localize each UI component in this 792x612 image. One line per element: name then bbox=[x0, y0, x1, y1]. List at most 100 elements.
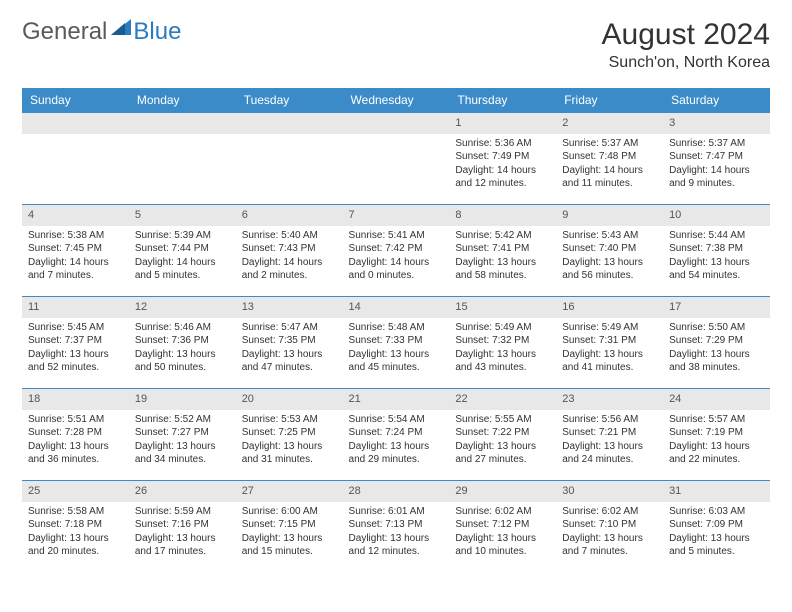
sunrise-text: Sunrise: 5:49 AM bbox=[562, 321, 657, 335]
calendar-day-cell: 11Sunrise: 5:45 AMSunset: 7:37 PMDayligh… bbox=[22, 297, 129, 389]
sunset-text: Sunset: 7:36 PM bbox=[135, 334, 230, 348]
day-details: Sunrise: 6:00 AMSunset: 7:15 PMDaylight:… bbox=[236, 502, 343, 562]
day-number bbox=[343, 113, 450, 134]
sunrise-text: Sunrise: 5:37 AM bbox=[669, 137, 764, 151]
day-number bbox=[129, 113, 236, 134]
sunrise-text: Sunrise: 5:38 AM bbox=[28, 229, 123, 243]
day-number: 22 bbox=[449, 389, 556, 410]
daylight-text: Daylight: 13 hours and 58 minutes. bbox=[455, 256, 550, 283]
day-number: 8 bbox=[449, 205, 556, 226]
sunrise-text: Sunrise: 5:52 AM bbox=[135, 413, 230, 427]
logo-text-general: General bbox=[22, 18, 107, 46]
day-number: 18 bbox=[22, 389, 129, 410]
logo-text-blue: Blue bbox=[133, 18, 181, 46]
daylight-text: Daylight: 13 hours and 31 minutes. bbox=[242, 440, 337, 467]
daylight-text: Daylight: 13 hours and 10 minutes. bbox=[455, 532, 550, 559]
day-details: Sunrise: 5:44 AMSunset: 7:38 PMDaylight:… bbox=[663, 226, 770, 286]
day-details: Sunrise: 6:02 AMSunset: 7:12 PMDaylight:… bbox=[449, 502, 556, 562]
daylight-text: Daylight: 13 hours and 34 minutes. bbox=[135, 440, 230, 467]
day-number bbox=[236, 113, 343, 134]
sunset-text: Sunset: 7:49 PM bbox=[455, 150, 550, 164]
day-details: Sunrise: 5:49 AMSunset: 7:32 PMDaylight:… bbox=[449, 318, 556, 378]
daylight-text: Daylight: 14 hours and 9 minutes. bbox=[669, 164, 764, 191]
sunset-text: Sunset: 7:42 PM bbox=[349, 242, 444, 256]
sunrise-text: Sunrise: 5:49 AM bbox=[455, 321, 550, 335]
day-number: 27 bbox=[236, 481, 343, 502]
daylight-text: Daylight: 13 hours and 17 minutes. bbox=[135, 532, 230, 559]
sunrise-text: Sunrise: 5:58 AM bbox=[28, 505, 123, 519]
day-details: Sunrise: 6:02 AMSunset: 7:10 PMDaylight:… bbox=[556, 502, 663, 562]
calendar-day-cell: 25Sunrise: 5:58 AMSunset: 7:18 PMDayligh… bbox=[22, 481, 129, 573]
day-details: Sunrise: 5:46 AMSunset: 7:36 PMDaylight:… bbox=[129, 318, 236, 378]
day-details: Sunrise: 5:43 AMSunset: 7:40 PMDaylight:… bbox=[556, 226, 663, 286]
day-details: Sunrise: 5:55 AMSunset: 7:22 PMDaylight:… bbox=[449, 410, 556, 470]
day-details: Sunrise: 5:54 AMSunset: 7:24 PMDaylight:… bbox=[343, 410, 450, 470]
sunrise-text: Sunrise: 5:44 AM bbox=[669, 229, 764, 243]
day-details: Sunrise: 5:58 AMSunset: 7:18 PMDaylight:… bbox=[22, 502, 129, 562]
calendar-day-cell: 22Sunrise: 5:55 AMSunset: 7:22 PMDayligh… bbox=[449, 389, 556, 481]
sunset-text: Sunset: 7:47 PM bbox=[669, 150, 764, 164]
calendar-day-cell: 30Sunrise: 6:02 AMSunset: 7:10 PMDayligh… bbox=[556, 481, 663, 573]
sunrise-text: Sunrise: 5:55 AM bbox=[455, 413, 550, 427]
daylight-text: Daylight: 13 hours and 36 minutes. bbox=[28, 440, 123, 467]
calendar-day-cell bbox=[236, 113, 343, 205]
day-number: 11 bbox=[22, 297, 129, 318]
sunrise-text: Sunrise: 6:02 AM bbox=[455, 505, 550, 519]
sunrise-text: Sunrise: 5:50 AM bbox=[669, 321, 764, 335]
sunrise-text: Sunrise: 5:45 AM bbox=[28, 321, 123, 335]
daylight-text: Daylight: 14 hours and 2 minutes. bbox=[242, 256, 337, 283]
calendar-day-cell: 9Sunrise: 5:43 AMSunset: 7:40 PMDaylight… bbox=[556, 205, 663, 297]
day-number: 12 bbox=[129, 297, 236, 318]
sunrise-text: Sunrise: 6:00 AM bbox=[242, 505, 337, 519]
sunset-text: Sunset: 7:15 PM bbox=[242, 518, 337, 532]
calendar-day-cell: 5Sunrise: 5:39 AMSunset: 7:44 PMDaylight… bbox=[129, 205, 236, 297]
calendar-day-cell: 3 Sunrise: 5:37 AMSunset: 7:47 PMDaylight… bbox=[663, 113, 770, 205]
day-number: 13 bbox=[236, 297, 343, 318]
day-number: 9 bbox=[556, 205, 663, 226]
day-number: 10 bbox=[663, 205, 770, 226]
daylight-text: Daylight: 13 hours and 43 minutes. bbox=[455, 348, 550, 375]
sunset-text: Sunset: 7:35 PM bbox=[242, 334, 337, 348]
day-number: 31 bbox=[663, 481, 770, 502]
calendar-day-cell: 27Sunrise: 6:00 AMSunset: 7:15 PMDayligh… bbox=[236, 481, 343, 573]
calendar-day-cell: 15Sunrise: 5:49 AMSunset: 7:32 PMDayligh… bbox=[449, 297, 556, 389]
weekday-header: Wednesday bbox=[343, 88, 450, 113]
day-number: 29 bbox=[449, 481, 556, 502]
day-details: Sunrise: 5:45 AMSunset: 7:37 PMDaylight:… bbox=[22, 318, 129, 378]
sunrise-text: Sunrise: 5:48 AM bbox=[349, 321, 444, 335]
calendar-day-cell: 21Sunrise: 5:54 AMSunset: 7:24 PMDayligh… bbox=[343, 389, 450, 481]
weekday-header: Monday bbox=[129, 88, 236, 113]
daylight-text: Daylight: 13 hours and 56 minutes. bbox=[562, 256, 657, 283]
sunrise-text: Sunrise: 5:39 AM bbox=[135, 229, 230, 243]
calendar-day-cell: 13Sunrise: 5:47 AMSunset: 7:35 PMDayligh… bbox=[236, 297, 343, 389]
daylight-text: Daylight: 13 hours and 20 minutes. bbox=[28, 532, 123, 559]
calendar-week-row: 11Sunrise: 5:45 AMSunset: 7:37 PMDayligh… bbox=[22, 297, 770, 389]
sunset-text: Sunset: 7:22 PM bbox=[455, 426, 550, 440]
day-number: 24 bbox=[663, 389, 770, 410]
calendar-day-cell bbox=[22, 113, 129, 205]
logo: General Blue bbox=[22, 18, 181, 46]
sunset-text: Sunset: 7:45 PM bbox=[28, 242, 123, 256]
day-number: 7 bbox=[343, 205, 450, 226]
daylight-text: Daylight: 13 hours and 54 minutes. bbox=[669, 256, 764, 283]
day-details: Sunrise: 6:03 AMSunset: 7:09 PMDaylight:… bbox=[663, 502, 770, 562]
sunset-text: Sunset: 7:37 PM bbox=[28, 334, 123, 348]
day-number bbox=[22, 113, 129, 134]
weekday-header: Tuesday bbox=[236, 88, 343, 113]
sunrise-text: Sunrise: 5:42 AM bbox=[455, 229, 550, 243]
day-details: Sunrise: 5:51 AMSunset: 7:28 PMDaylight:… bbox=[22, 410, 129, 470]
calendar-day-cell: 6Sunrise: 5:40 AMSunset: 7:43 PMDaylight… bbox=[236, 205, 343, 297]
sunset-text: Sunset: 7:41 PM bbox=[455, 242, 550, 256]
sunset-text: Sunset: 7:31 PM bbox=[562, 334, 657, 348]
sunset-text: Sunset: 7:38 PM bbox=[669, 242, 764, 256]
sunrise-text: Sunrise: 5:57 AM bbox=[669, 413, 764, 427]
page-title: August 2024 bbox=[602, 18, 770, 52]
day-number: 3 bbox=[663, 113, 770, 134]
day-details: Sunrise: 5:37 AMSunset: 7:48 PMDaylight:… bbox=[556, 134, 663, 194]
sunset-text: Sunset: 7:27 PM bbox=[135, 426, 230, 440]
sunset-text: Sunset: 7:44 PM bbox=[135, 242, 230, 256]
day-number: 21 bbox=[343, 389, 450, 410]
sunset-text: Sunset: 7:24 PM bbox=[349, 426, 444, 440]
day-details: Sunrise: 5:40 AMSunset: 7:43 PMDaylight:… bbox=[236, 226, 343, 286]
calendar-day-cell: 1Sunrise: 5:36 AMSunset: 7:49 PMDaylight… bbox=[449, 113, 556, 205]
